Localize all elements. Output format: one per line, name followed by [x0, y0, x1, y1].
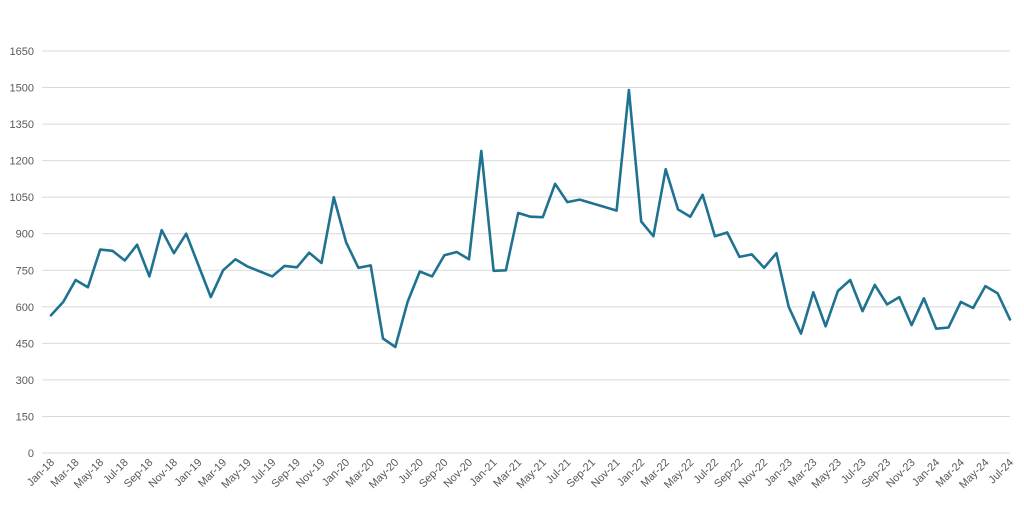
y-tick-label: 600 — [16, 302, 34, 314]
y-tick-label: 750 — [16, 265, 34, 277]
x-axis-tick-labels: Jan-18Mar-18May-18Jul-18Sep-18Nov-18Jan-… — [25, 457, 1016, 491]
series-line — [49, 88, 1012, 349]
y-tick-label: 0 — [28, 448, 34, 460]
series-group — [49, 88, 1012, 349]
y-tick-label: 150 — [16, 411, 34, 423]
y-tick-label: 1500 — [10, 83, 34, 95]
y-axis-tick-labels: 0 150 300 450 600 750 900 1050 1200 1350 1500 1650 — [10, 46, 34, 460]
y-tick-label: 450 — [16, 338, 34, 350]
y-tick-label: 1200 — [10, 156, 34, 168]
gridlines — [42, 50, 1010, 454]
y-tick-label: 1650 — [10, 46, 34, 58]
y-tick-label: 1050 — [10, 192, 34, 204]
x-tick-label: Jul-24 — [986, 457, 1016, 487]
y-tick-label: 300 — [16, 375, 34, 387]
y-tick-label: 1350 — [10, 119, 34, 131]
y-tick-label: 900 — [16, 229, 34, 241]
